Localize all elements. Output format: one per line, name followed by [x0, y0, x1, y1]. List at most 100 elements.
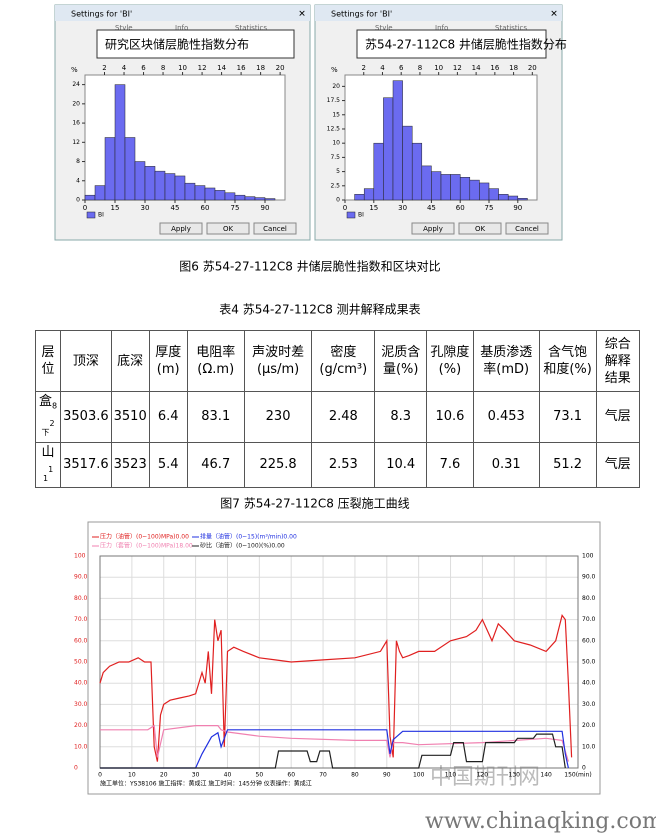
table-cell: 225.8 — [243, 441, 313, 489]
histogram-bar — [94, 185, 106, 201]
chart-footer: 施工单位：YS38106 施工指挥：黄成江 施工时间：145分钟 仪表操作：黄成… — [100, 780, 312, 788]
panel-title: 苏54-27-112C8 井储层脆性指数分布 — [365, 37, 567, 52]
y-tick-label: 12.5 — [327, 125, 341, 132]
x-tick-label: 120 — [477, 772, 489, 779]
histogram-bar — [354, 194, 365, 201]
series-line — [100, 733, 566, 769]
series-line — [100, 724, 569, 762]
histogram-bar — [421, 165, 432, 201]
top-tick-label: 10 — [178, 64, 187, 72]
y2-tick-label: 50.0 — [582, 659, 596, 666]
y-tick-label: 70.0 — [74, 616, 88, 623]
table-cell: 10.6 — [426, 391, 474, 443]
y-tick-label: 15 — [332, 111, 340, 118]
y-tick-label: 8 — [76, 158, 80, 165]
y-tick-label: 0 — [74, 765, 78, 772]
header-cell: 含气饱和度(%) — [538, 330, 597, 392]
button-label: Apply — [423, 225, 443, 233]
watermark: 中国期刊网 — [430, 765, 540, 790]
table-cell: 46.7 — [186, 441, 245, 489]
x-tick-label: 30 — [141, 204, 150, 212]
histogram-bar — [104, 137, 116, 201]
top-tick-label: 18 — [256, 64, 265, 72]
layer-sub: 1 — [42, 473, 49, 483]
histogram-bar — [488, 188, 499, 201]
close-button: ✕ — [550, 10, 558, 20]
button[interactable] — [411, 222, 455, 235]
histogram-bar — [204, 187, 216, 201]
histogram-bar — [144, 166, 156, 201]
table-row: 盒8下2 3503.6 3510 6.4 83.1 230 2.48 8.3 10.6 0.453… — [34, 391, 641, 443]
x-tick-label: 0 — [98, 772, 102, 779]
tab: Style — [115, 24, 133, 32]
y-tick-label: 17.5 — [327, 97, 341, 104]
series-line — [100, 729, 569, 769]
button[interactable] — [206, 222, 250, 235]
y2-tick-label: 0 — [582, 765, 586, 772]
y-tick-label: 50.0 — [74, 659, 88, 666]
top-tick-label: 8 — [418, 64, 422, 72]
histogram-bar — [383, 97, 394, 201]
legend-label: BI — [98, 212, 104, 219]
legend-label: 压力（套管）(0~100)MPa)18.00 — [100, 542, 193, 550]
button[interactable] — [159, 222, 203, 235]
table-cell: 3523 — [110, 441, 150, 489]
histogram-bar — [363, 188, 375, 201]
button[interactable] — [253, 222, 297, 235]
button-label: Cancel — [515, 225, 539, 233]
button[interactable] — [505, 222, 549, 235]
caption: 表4 苏54-27-112C8 测井解释成果表 — [219, 303, 420, 317]
x-tick-label: 150(min) — [564, 772, 591, 779]
y2-tick-label: 100 — [582, 553, 594, 560]
histogram-bar — [264, 198, 276, 201]
legend-swatch — [346, 211, 356, 219]
histogram-bar — [402, 125, 413, 201]
top-tick-label: 14 — [217, 64, 226, 72]
x-tick-label: 40 — [224, 772, 232, 779]
histogram-bar — [459, 177, 471, 201]
legend-label: BI — [358, 212, 364, 219]
y-tick-label: 12 — [72, 139, 80, 146]
button[interactable] — [458, 222, 502, 235]
top-tick-label: 16 — [490, 64, 499, 72]
layer-cell: 山 11 — [34, 441, 62, 489]
layer-sup: 1 — [48, 464, 54, 474]
top-tick-label: 2 — [361, 64, 365, 72]
x-tick-label: 50 — [256, 772, 264, 779]
histogram-bar — [124, 137, 136, 201]
y2-tick-label: 60.0 — [582, 637, 596, 644]
top-tick-label: 14 — [472, 64, 481, 72]
histogram-bar — [234, 194, 246, 201]
table-cell: 7.6 — [426, 441, 474, 489]
y-axis-label: % — [331, 66, 338, 74]
top-tick-label: 4 — [380, 64, 385, 72]
header-cell: 顶深 — [60, 330, 112, 392]
y2-tick-label: 20.0 — [582, 722, 596, 729]
table-cell: 2.48 — [311, 391, 376, 443]
histogram-bar — [411, 142, 423, 201]
x-tick-label: 60 — [456, 204, 465, 212]
series-line — [99, 614, 573, 762]
table-cell: 2.53 — [311, 441, 376, 489]
close-button: ✕ — [298, 10, 306, 20]
x-tick-label: 75 — [485, 204, 494, 212]
histogram-bar — [214, 190, 226, 201]
top-tick-label: 16 — [237, 64, 246, 72]
x-tick-label: 30 — [192, 772, 200, 779]
x-tick-label: 15 — [111, 204, 120, 212]
x-tick-label: 75 — [231, 204, 240, 212]
histogram-bar — [184, 182, 196, 201]
table-cell: 73.1 — [538, 391, 597, 443]
y-tick-label: 80.0 — [74, 595, 88, 602]
header-cell: 层位 — [34, 330, 62, 392]
y-tick-label: 10.0 — [74, 743, 88, 750]
y-tick-label: 90.0 — [74, 574, 88, 581]
tab: Statistics — [495, 24, 527, 32]
y-tick-label: 7.5 — [330, 154, 340, 161]
caption: 图6 苏54-27-112C8 井储层脆性指数和区块对比 — [179, 259, 440, 274]
table-cell: 气层 — [595, 441, 641, 489]
y-tick-label: 2.5 — [330, 182, 340, 189]
x-tick-label: 0 — [343, 204, 347, 212]
table-cell: 10.4 — [374, 441, 428, 489]
